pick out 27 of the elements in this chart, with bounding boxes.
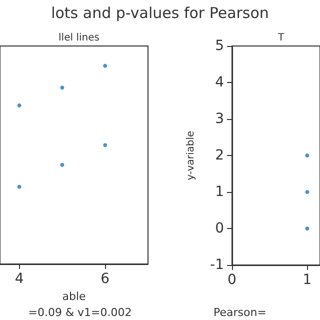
point (60, 162, 64, 167)
y-tick-label: 2 (215, 148, 224, 164)
point (305, 226, 310, 230)
y-tick-label: 4 (215, 74, 224, 90)
point (17, 103, 22, 108)
text: Pearson= (214, 306, 266, 319)
point (17, 184, 22, 189)
x-axis-title: able (62, 290, 86, 303)
point (103, 64, 108, 68)
point (60, 86, 64, 90)
y-tick-label: -1 (210, 257, 224, 273)
y-tick-label: 0 (215, 220, 224, 236)
point (305, 154, 310, 158)
y-tick-label: 1 (215, 184, 224, 200)
x-tick-label: 4 (14, 271, 24, 287)
chart-title: lots and p-values for Pearson (50, 4, 270, 22)
point (103, 143, 108, 148)
x-tick-label: 6 (100, 271, 110, 287)
y-tick-label: 3 (215, 111, 224, 127)
y-axis-title: y-variable (186, 130, 196, 180)
chart-subtitle: T (276, 32, 285, 44)
chart-subtitle: llel lines (58, 32, 100, 44)
y-tick-label: 5 (215, 38, 224, 54)
x-tick-label: 0 (228, 272, 236, 288)
point (305, 190, 310, 194)
x-tick-label: 1 (302, 272, 312, 288)
text: =0.09 & v1=0.002 (28, 306, 132, 319)
